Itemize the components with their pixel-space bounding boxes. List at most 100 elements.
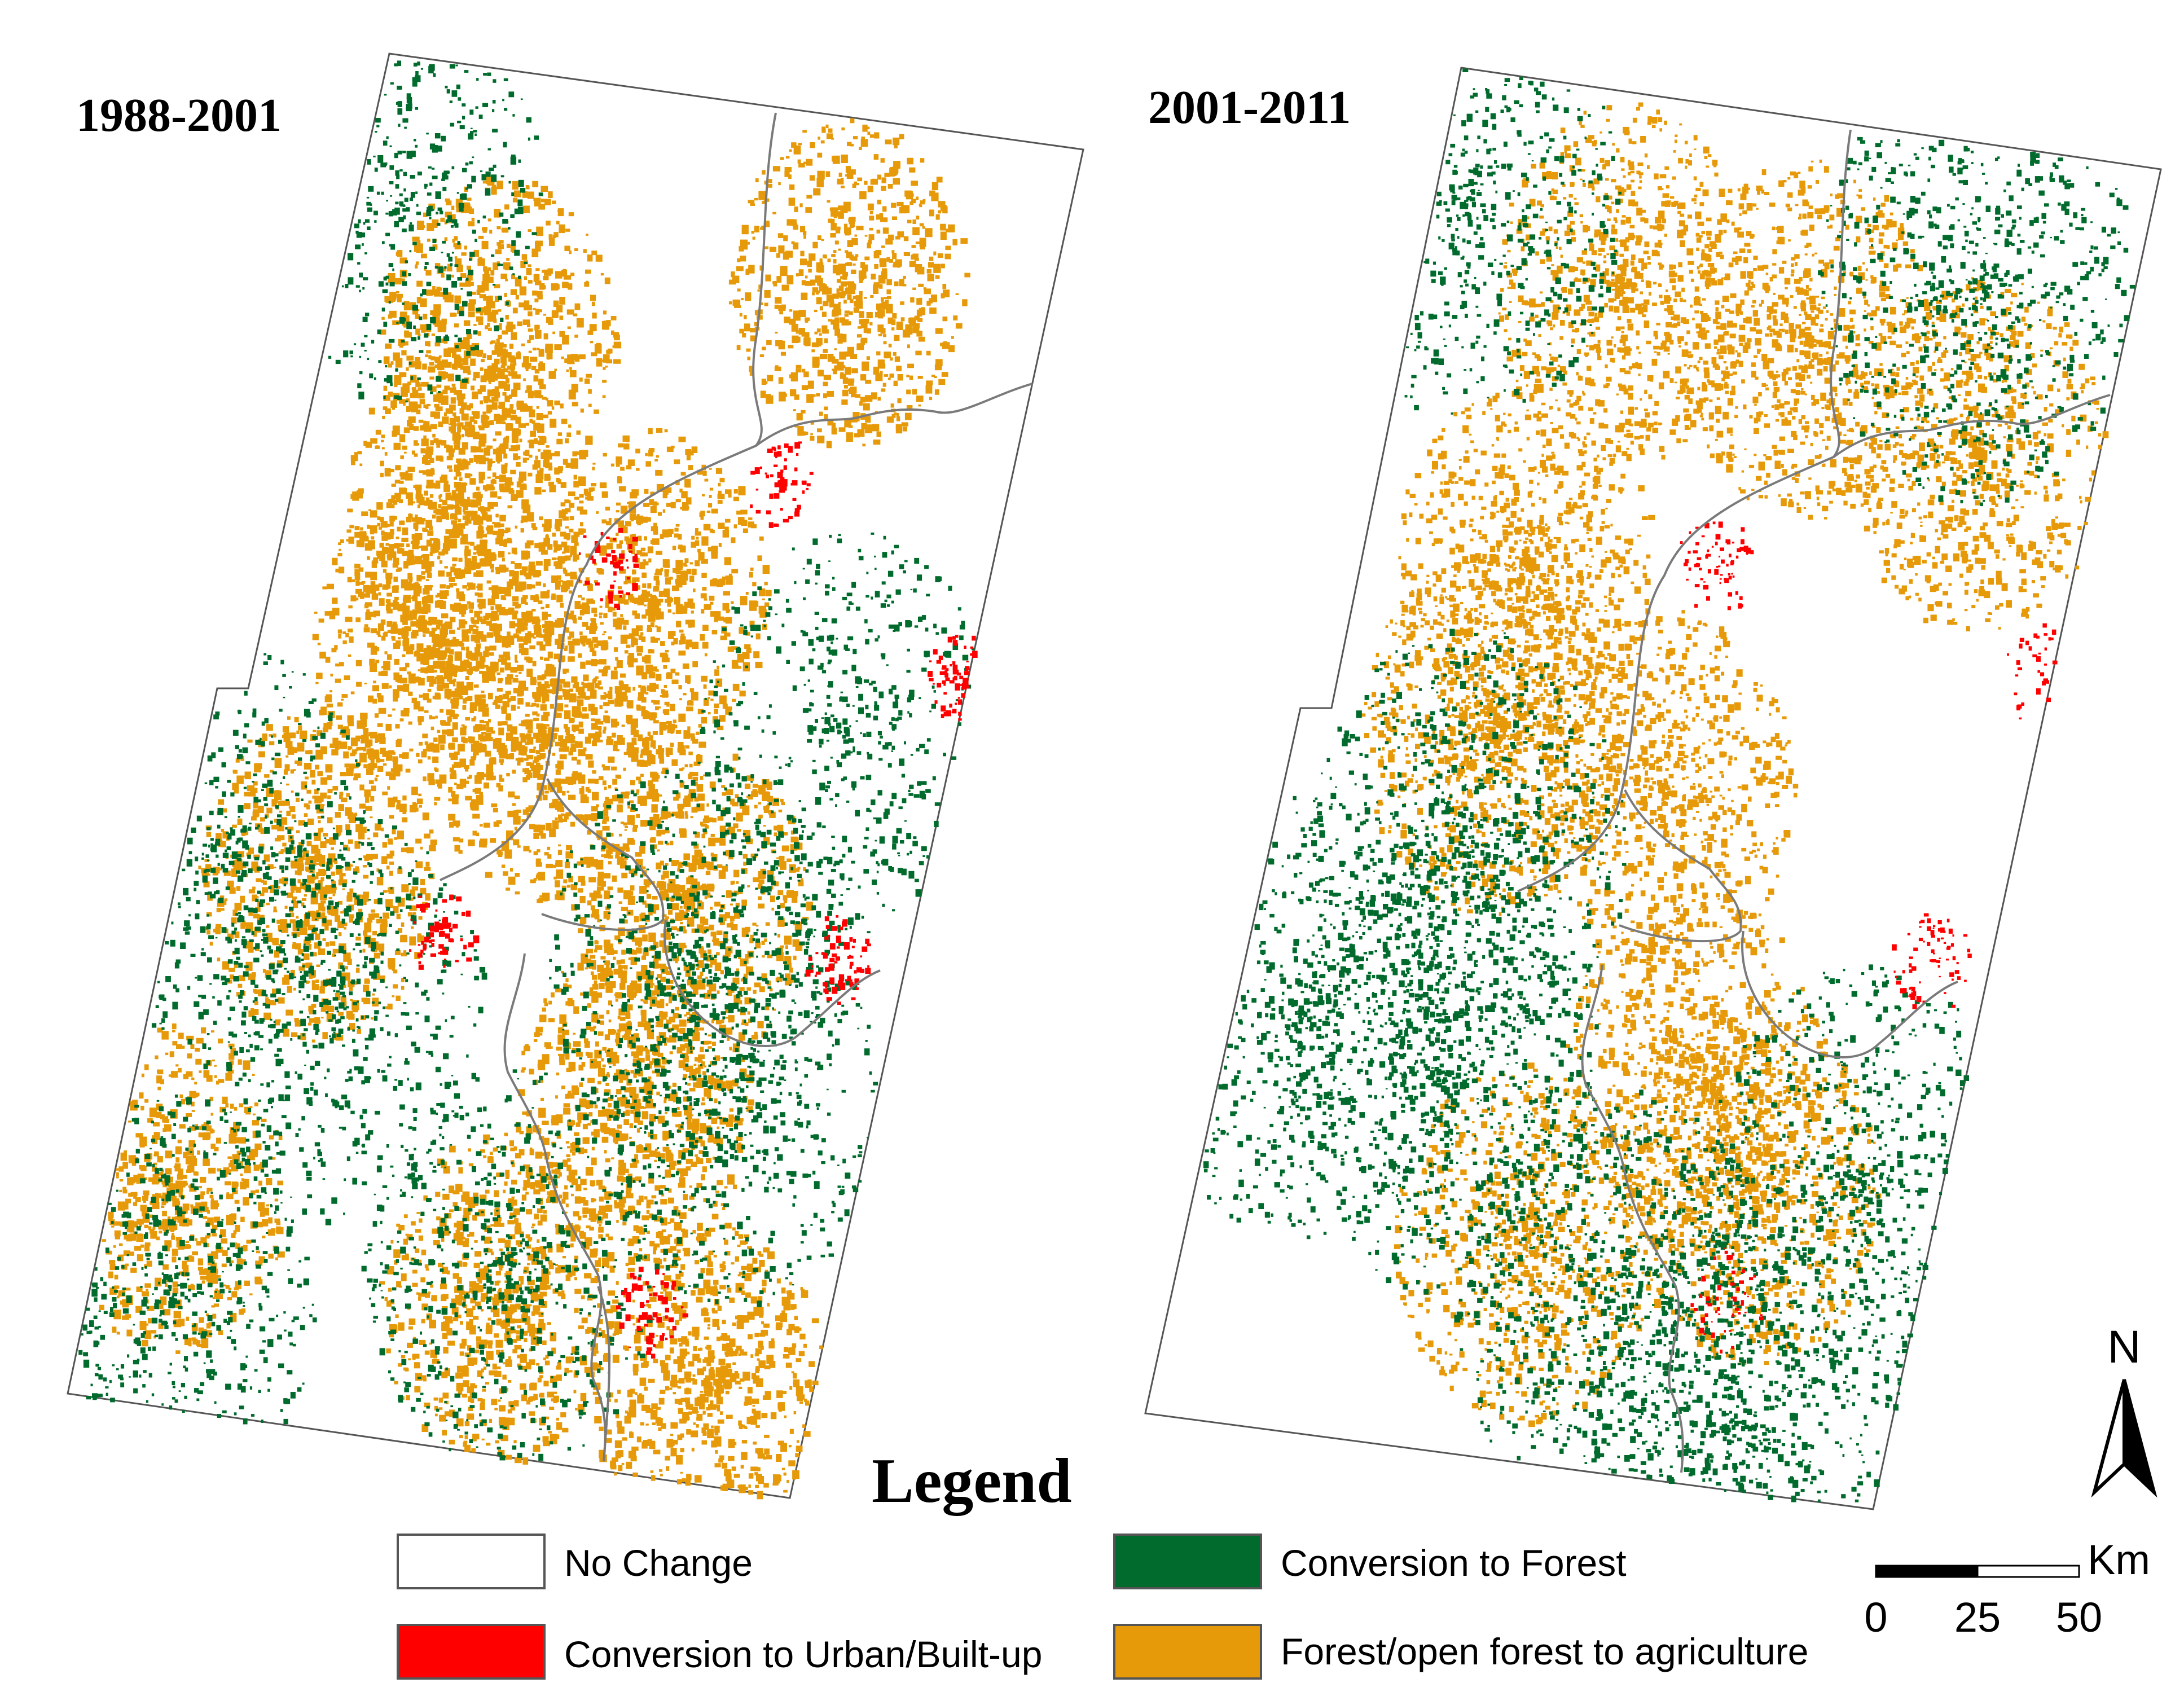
raster-pixel xyxy=(568,641,573,645)
raster-pixel xyxy=(465,1435,468,1440)
raster-pixel xyxy=(600,482,607,488)
raster-pixel xyxy=(631,840,635,845)
raster-pixel xyxy=(196,1241,201,1246)
raster-pixel xyxy=(483,181,487,184)
raster-pixel xyxy=(110,1264,116,1270)
raster-pixel xyxy=(476,1336,481,1341)
raster-pixel xyxy=(762,170,766,174)
raster-pixel xyxy=(266,724,273,731)
raster-pixel xyxy=(152,1135,157,1139)
raster-pixel xyxy=(826,125,829,128)
raster-pixel xyxy=(340,792,344,796)
raster-pixel xyxy=(433,1355,437,1359)
raster-pixel xyxy=(718,523,724,529)
raster-pixel xyxy=(701,717,707,724)
raster-pixel xyxy=(551,453,555,456)
raster-pixel xyxy=(375,823,381,831)
raster-pixel xyxy=(889,344,892,347)
raster-pixel xyxy=(401,884,408,892)
raster-pixel xyxy=(797,413,803,420)
raster-pixel xyxy=(314,952,317,957)
raster-pixel xyxy=(679,1177,685,1185)
raster-pixel xyxy=(790,1429,794,1434)
raster-pixel xyxy=(600,956,605,960)
raster-pixel xyxy=(558,471,563,473)
raster-pixel xyxy=(540,704,547,710)
raster-pixel xyxy=(339,795,343,799)
raster-pixel xyxy=(292,944,300,949)
raster-pixel xyxy=(511,561,515,564)
raster-pixel xyxy=(544,791,549,794)
raster-pixel xyxy=(821,239,824,241)
raster-pixel xyxy=(935,275,940,279)
raster-pixel xyxy=(599,1224,601,1227)
raster-pixel xyxy=(435,1414,438,1417)
raster-pixel xyxy=(477,652,482,657)
raster-pixel xyxy=(231,917,237,924)
raster-pixel xyxy=(234,787,239,794)
raster-pixel xyxy=(524,276,527,280)
raster-pixel xyxy=(488,1318,491,1321)
raster-pixel xyxy=(581,1295,585,1299)
raster-pixel xyxy=(686,706,693,711)
raster-pixel xyxy=(903,276,906,279)
raster-pixel xyxy=(647,625,651,630)
raster-pixel xyxy=(402,810,406,814)
raster-pixel xyxy=(912,288,916,290)
raster-pixel xyxy=(498,1238,505,1243)
raster-pixel xyxy=(551,1170,555,1174)
raster-pixel xyxy=(620,674,626,678)
raster-pixel xyxy=(547,847,551,850)
raster-pixel xyxy=(881,186,886,191)
raster-pixel xyxy=(691,536,695,540)
raster-pixel xyxy=(512,803,516,806)
raster-pixel xyxy=(416,261,419,265)
raster-pixel xyxy=(570,516,574,520)
raster-pixel xyxy=(467,333,472,339)
raster-pixel xyxy=(543,998,547,1003)
raster-pixel xyxy=(652,1422,656,1425)
raster-pixel xyxy=(775,305,779,309)
raster-pixel xyxy=(595,945,603,950)
raster-pixel xyxy=(561,419,568,424)
raster-pixel xyxy=(909,376,913,380)
raster-pixel xyxy=(640,999,643,1001)
raster-pixel xyxy=(660,1360,665,1366)
raster-pixel xyxy=(522,1457,528,1465)
raster-pixel xyxy=(885,139,892,144)
raster-pixel xyxy=(200,1276,206,1280)
raster-pixel xyxy=(212,1233,217,1237)
raster-pixel xyxy=(607,736,612,740)
raster-pixel xyxy=(656,674,661,680)
raster-pixel xyxy=(437,684,444,691)
raster-pixel xyxy=(484,823,490,828)
raster-pixel xyxy=(592,313,596,319)
raster-pixel xyxy=(626,1462,632,1469)
raster-pixel xyxy=(108,1212,113,1218)
raster-pixel xyxy=(907,364,914,368)
raster-pixel xyxy=(675,1320,679,1325)
raster-pixel xyxy=(682,1364,685,1369)
raster-pixel xyxy=(673,1359,679,1364)
raster-pixel xyxy=(869,228,873,231)
raster-pixel xyxy=(453,684,456,687)
raster-pixel xyxy=(864,257,869,261)
raster-pixel xyxy=(442,1194,450,1200)
raster-pixel xyxy=(739,329,744,333)
raster-pixel xyxy=(582,714,589,719)
raster-pixel xyxy=(205,1236,210,1239)
raster-pixel xyxy=(447,1271,450,1275)
raster-pixel xyxy=(644,655,651,664)
raster-pixel xyxy=(539,1375,543,1378)
raster-pixel xyxy=(500,667,504,673)
raster-pixel xyxy=(648,732,651,736)
raster-pixel xyxy=(762,379,766,385)
raster-pixel xyxy=(669,1387,672,1390)
raster-pixel xyxy=(542,1008,546,1012)
raster-pixel xyxy=(369,780,374,784)
raster-pixel xyxy=(408,1326,413,1330)
raster-pixel xyxy=(390,469,394,472)
raster-pixel xyxy=(453,386,456,388)
raster-pixel xyxy=(811,349,815,352)
raster-pixel xyxy=(570,822,575,827)
